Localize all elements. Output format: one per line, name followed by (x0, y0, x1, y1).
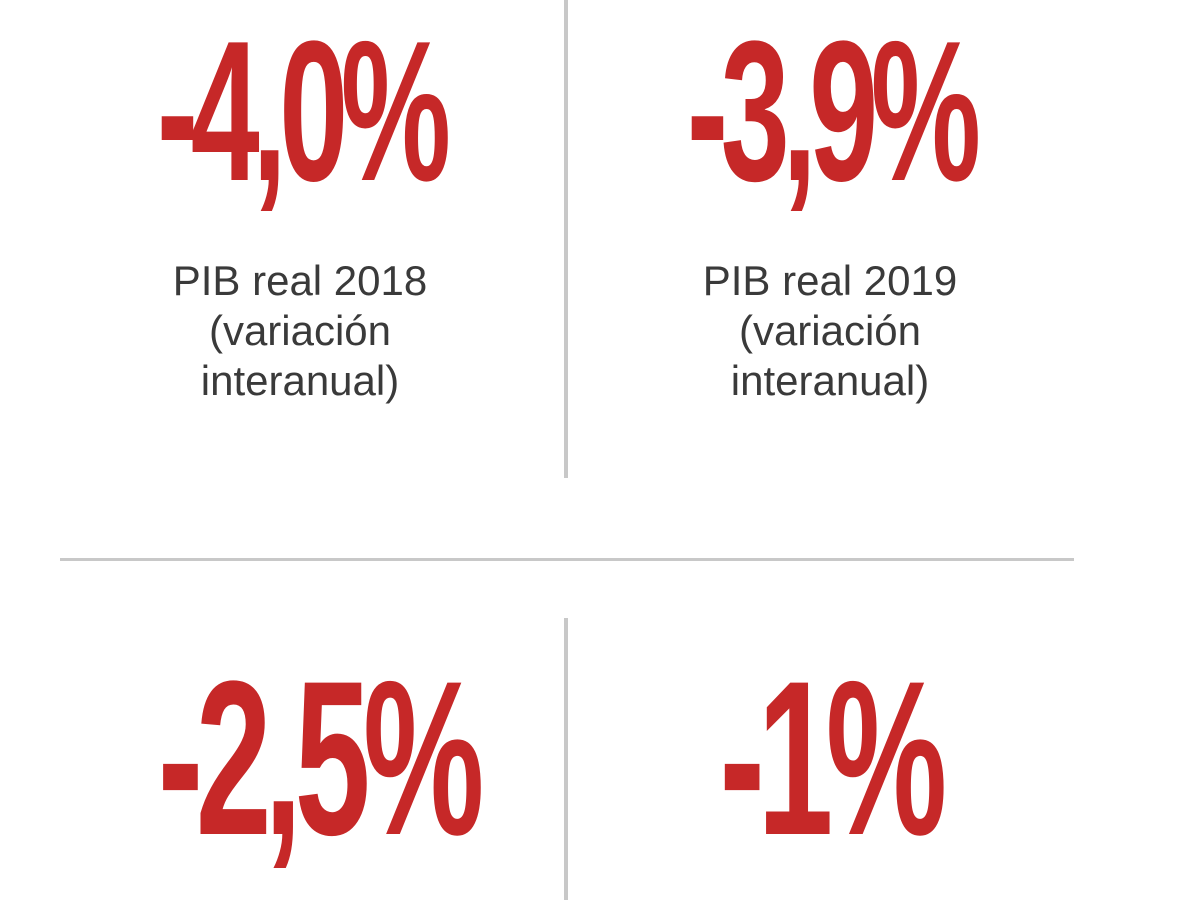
stat-value: -4,0% (156, 0, 451, 223)
vertical-divider-bottom (564, 618, 568, 900)
stat-label: PIB real 2019 (variación interanual) (590, 256, 1070, 406)
stat-block-4: -1% (590, 648, 1070, 868)
stat-label-line: interanual) (200, 357, 400, 404)
stat-value: -1% (719, 635, 948, 881)
stat-label: PIB real 2018 (variación interanual) (60, 256, 540, 406)
horizontal-divider (60, 558, 1074, 561)
stat-value: -2,5% (157, 635, 485, 881)
stat-label-line: interanual) (730, 357, 930, 404)
stat-label-line: (variación (738, 307, 922, 354)
stat-block-gdp-2018: -4,0% PIB real 2018 (variación interanua… (60, 12, 540, 406)
stat-label-line: PIB real 2018 (172, 257, 428, 304)
stat-block-gdp-2019: -3,9% PIB real 2019 (variación interanua… (590, 12, 1070, 406)
stat-block-3: -2,5% (60, 648, 540, 868)
stat-value: -3,9% (686, 0, 981, 223)
stat-label-line: PIB real 2019 (702, 257, 958, 304)
vertical-divider-top (564, 0, 568, 478)
stat-label-line: (variación (208, 307, 392, 354)
